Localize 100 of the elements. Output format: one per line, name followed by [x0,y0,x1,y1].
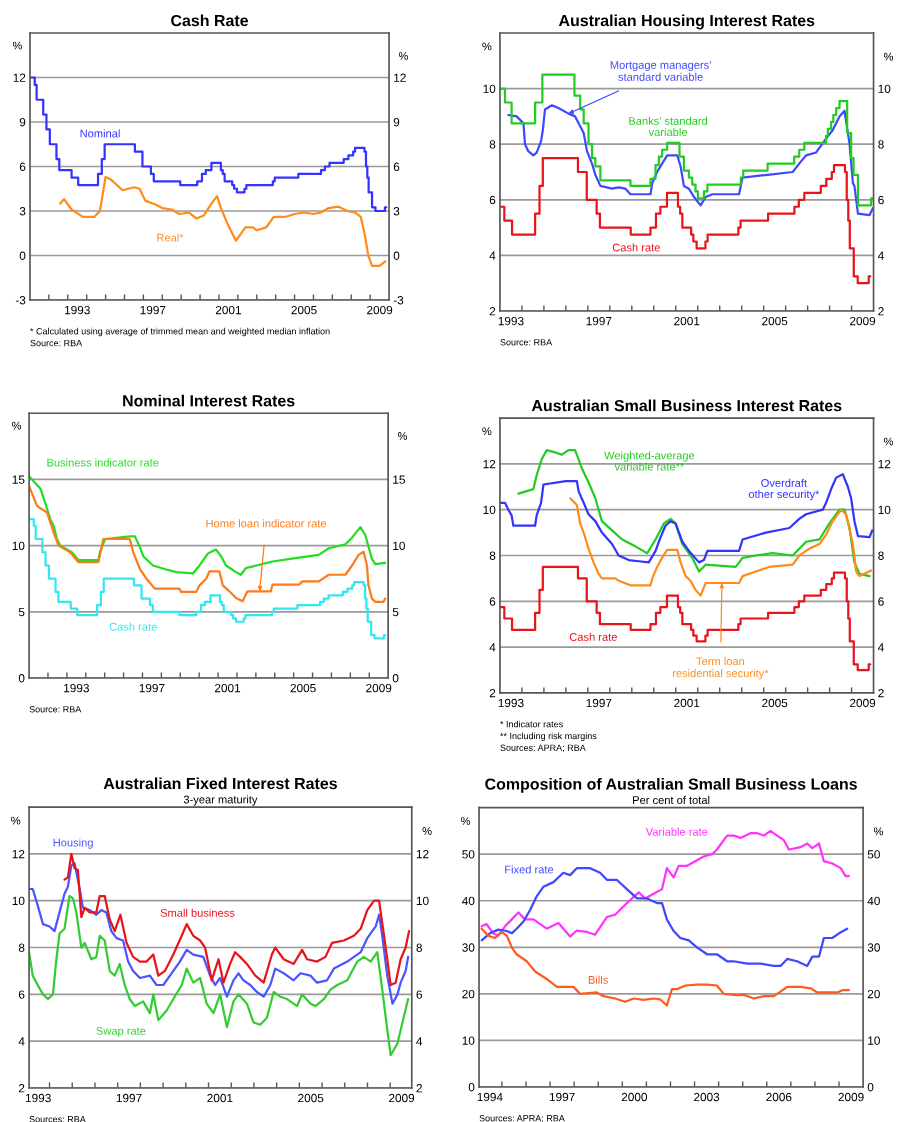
x-tick-label: 2005 [762,698,788,708]
y-tick-label: 8 [489,551,496,560]
series-label: Overdraft other security* [748,478,820,501]
y-axis-title: % [11,421,22,430]
y2-tick-label: 12 [878,459,891,469]
y2-tick-label: 30 [867,943,880,952]
y-tick-label: 10 [462,1036,475,1045]
x-tick-label: 2000 [621,1092,648,1102]
series-label: Variable rate [645,827,708,836]
line-series [29,894,410,1057]
y-tick-label: 2 [18,1084,25,1093]
chart-title: Australian Housing Interest Rates [558,14,815,30]
y2-tick-label: 3 [393,207,400,216]
y2-tick-label: 0 [392,674,399,683]
y-tick-label: 15 [12,475,25,484]
text: * Calculated using average of trimmed mean and weighted median inflation [30,327,330,337]
line-series [63,852,411,987]
y-tick-label: 10 [483,84,496,93]
y2-tick-label: 4 [416,1037,423,1046]
y-tick-label: 4 [18,1037,25,1046]
y-tick-label: 0 [19,251,26,260]
y-tick-label: 2 [489,688,496,698]
line-series [499,473,874,564]
y-tick-label: 9 [19,118,26,127]
y-axis-title: % [482,42,492,51]
x-tick-label: 2009 [367,305,393,315]
y2-tick-label: 8 [878,140,884,149]
y2-tick-label: 12 [416,849,429,859]
line-series [480,829,850,938]
series-label: Banks' standard variable [629,116,708,137]
chart-title: Nominal Interest Rates [123,394,295,407]
y-tick-label: 8 [18,943,25,952]
y2-tick-label: 8 [878,551,884,560]
text: * Indicator rates [500,720,563,728]
series-label: Housing [53,838,93,849]
y-tick-label: 50 [462,850,475,859]
line-series [59,175,387,268]
y-tick-label: -3 [15,296,26,305]
x-tick-label: 1997 [586,698,612,708]
x-tick-label: 1997 [116,1093,142,1103]
y2-axis-title: % [883,437,894,446]
y2-tick-label: 10 [393,541,405,551]
y-tick-label: 4 [489,251,496,260]
y-tick-label: 20 [462,989,475,999]
series-label: Small business [160,908,235,917]
y-tick-label: 10 [12,896,25,906]
y2-tick-label: 5 [392,607,399,617]
y-tick-label: 6 [18,990,25,999]
line-series [29,484,387,604]
y2-tick-label: 40 [867,896,880,906]
y2-axis-title: % [398,52,408,60]
x-tick-label: 1997 [140,305,166,315]
y-tick-label: 4 [489,643,496,652]
y-tick-label: 5 [18,607,25,617]
y2-axis-title: % [397,432,408,440]
text: ** Including risk margins [500,732,597,741]
source-note: Source: RBA [500,339,553,346]
y-tick-label: 12 [12,849,25,859]
chart-title: Composition of Australian Small Business Loans [485,777,857,793]
x-tick-label: 2005 [762,316,788,326]
y2-tick-label: 15 [393,475,405,484]
line-series [507,104,874,217]
text: Term loan residential security* [672,657,769,680]
series-label: Swap rate [96,1026,146,1037]
y2-tick-label: 10 [878,505,891,515]
series-label: Business indicator rate [47,458,159,467]
x-tick-label: 2005 [291,305,317,315]
y-axis-title: % [461,817,471,825]
y2-tick-label: 2 [416,1084,422,1093]
x-tick-label: 2005 [290,683,316,693]
y2-tick-label: 9 [393,118,400,127]
y2-tick-label: 20 [867,989,880,999]
y2-axis-title: % [422,827,432,835]
x-tick-label: 2001 [674,698,700,708]
y2-tick-label: 4 [877,643,884,652]
y-tick-label: 6 [489,597,496,606]
y-tick-label: 8 [489,140,496,149]
x-tick-label: 1993 [498,698,524,708]
y2-tick-label: 6 [416,990,422,999]
y2-tick-label: 6 [393,162,400,171]
y-tick-label: 12 [483,459,496,469]
y2-tick-label: 10 [878,84,891,93]
y-tick-label: 12 [13,73,26,82]
line-series [480,927,850,1007]
series-label: Cash rate [612,243,660,252]
y2-tick-label: 10 [868,1036,880,1045]
y2-tick-label: -3 [393,296,404,305]
y2-tick-label: 2 [878,688,884,698]
y-tick-label: 30 [462,943,475,952]
x-tick-label: 1993 [65,305,90,315]
series-label: Nominal [80,129,120,138]
y-tick-label: 10 [483,505,496,515]
x-tick-label: 2001 [207,1093,233,1103]
chart-title: Australian Fixed Interest Rates [103,777,337,790]
x-tick-label: 2009 [389,1093,415,1103]
x-tick-label: 2006 [766,1092,792,1102]
y-axis-title: % [11,816,21,825]
x-tick-label: 1993 [498,316,524,326]
x-tick-label: 1993 [64,683,89,693]
x-tick-label: 2005 [298,1093,324,1103]
